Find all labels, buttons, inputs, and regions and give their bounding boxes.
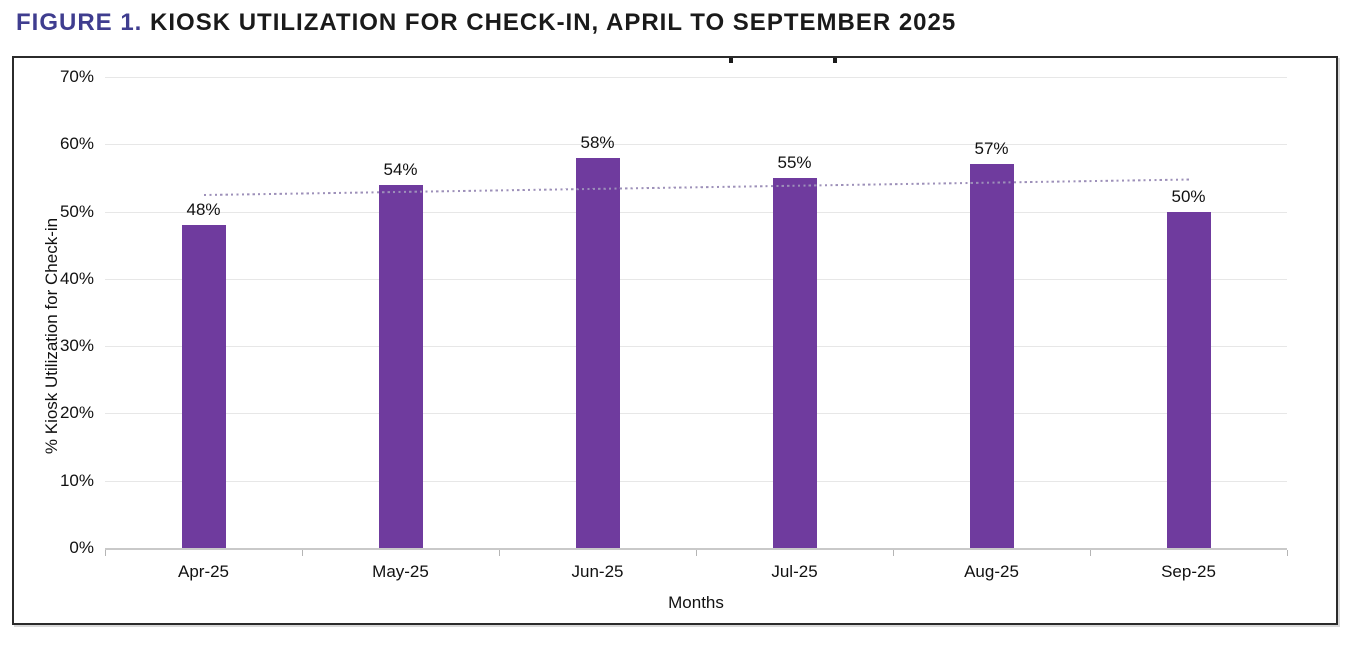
- gridline: [105, 413, 1287, 415]
- gridline: [105, 77, 1287, 78]
- y-axis-title: % Kiosk Utilization for Check-in: [42, 217, 61, 455]
- bar-value-label: 50%: [1171, 186, 1206, 206]
- bar-jul-25: [772, 177, 817, 548]
- bar-aug-25: [969, 164, 1014, 548]
- x-axis-tick: [302, 550, 303, 556]
- x-tick-label: Aug-25: [964, 562, 1019, 581]
- figure-title-text: KIOSK UTILIZATION FOR CHECK-IN, APRIL TO…: [150, 9, 957, 36]
- gridline: [105, 278, 1287, 280]
- figure-title: FIGURE 1. KIOSK UTILIZATION FOR CHECK-IN…: [16, 8, 956, 38]
- x-tick-label: Jul-25: [771, 562, 818, 581]
- clipped-chart-title-artifact: [833, 58, 837, 63]
- bar-value-label: 55%: [777, 152, 812, 172]
- x-axis-tick: [1287, 550, 1288, 556]
- x-axis-tick: [499, 550, 500, 556]
- bar-sep-25: [1166, 211, 1211, 548]
- bar-value-label: 54%: [383, 159, 418, 179]
- bar-value-label: 58%: [580, 132, 615, 152]
- y-tick-label: 20%: [59, 403, 94, 423]
- x-axis-tick: [105, 550, 106, 556]
- gridline: [105, 211, 1287, 213]
- x-tick-label: Apr-25: [177, 562, 230, 581]
- x-tick-label: May-25: [372, 562, 429, 581]
- x-axis-title: Months: [668, 593, 724, 612]
- y-tick-label: 60%: [59, 134, 94, 154]
- gridline: [105, 144, 1287, 146]
- y-tick-label: 10%: [59, 470, 94, 490]
- bar-value-label: 57%: [974, 139, 1009, 159]
- plot-area: 0% 10% 20% 30% 40% 50% 60% 70% 48% Apr-25 54% May-2…: [14, 58, 1334, 619]
- gridline: [105, 480, 1287, 482]
- x-axis-line: [105, 548, 1287, 550]
- y-tick-label: 70%: [59, 67, 94, 86]
- chart-frame: 0% 10% 20% 30% 40% 50% 60% 70% 48% Apr-25 54% May-2…: [12, 56, 1338, 625]
- gridline: [105, 346, 1287, 348]
- y-tick-label: 50%: [59, 201, 94, 221]
- x-tick-label: Jun-25: [571, 562, 624, 581]
- bar-value-label: 48%: [186, 200, 221, 220]
- figure-number-label: FIGURE 1.: [16, 9, 143, 36]
- y-tick-label: 40%: [59, 268, 94, 288]
- y-tick-label: 0%: [69, 538, 94, 557]
- x-axis-tick: [696, 550, 697, 556]
- bar-apr-25: [181, 225, 226, 548]
- y-tick-label: 30%: [59, 336, 94, 356]
- x-axis-tick: [1090, 550, 1091, 556]
- bar-jun-25: [575, 157, 620, 548]
- x-tick-label: Sep-25: [1161, 562, 1216, 581]
- clipped-chart-title-artifact: [729, 58, 733, 63]
- x-axis-tick: [893, 550, 894, 556]
- bar-may-25: [378, 184, 423, 548]
